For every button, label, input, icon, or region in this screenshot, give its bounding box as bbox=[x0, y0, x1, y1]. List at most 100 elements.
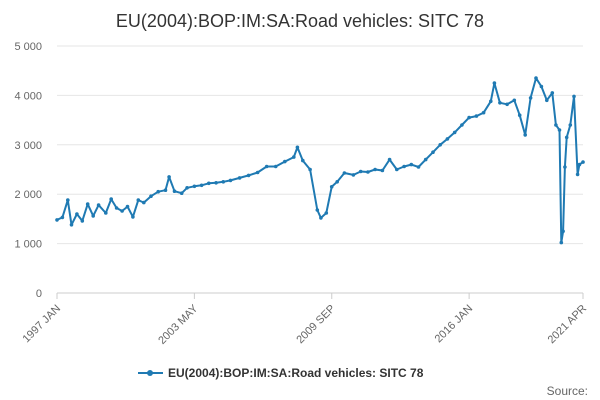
data-point[interactable] bbox=[557, 128, 562, 132]
data-point[interactable] bbox=[131, 215, 135, 219]
data-point[interactable] bbox=[214, 181, 218, 185]
data-point[interactable] bbox=[505, 102, 509, 107]
data-point[interactable] bbox=[156, 189, 160, 194]
data-point[interactable] bbox=[75, 212, 79, 216]
data-point[interactable] bbox=[273, 164, 278, 169]
data-point[interactable] bbox=[563, 165, 567, 169]
y-tick-label: 1 000 bbox=[14, 239, 42, 251]
data-point[interactable] bbox=[136, 198, 141, 202]
data-point[interactable] bbox=[387, 157, 392, 162]
data-point[interactable] bbox=[237, 176, 242, 180]
data-point[interactable] bbox=[409, 162, 414, 167]
data-point[interactable] bbox=[207, 181, 211, 186]
data-point[interactable] bbox=[575, 172, 580, 177]
data-point[interactable] bbox=[545, 98, 549, 103]
data-point[interactable] bbox=[554, 123, 558, 127]
legend[interactable]: EU(2004):BOP:IM:SA:Road vehicles: SITC 7… bbox=[138, 366, 424, 380]
data-point[interactable] bbox=[301, 158, 305, 163]
data-point[interactable] bbox=[319, 216, 323, 220]
data-point[interactable] bbox=[221, 180, 226, 184]
data-point[interactable] bbox=[445, 137, 450, 141]
data-point[interactable] bbox=[577, 162, 582, 167]
data-point[interactable] bbox=[315, 208, 320, 212]
x-tick-label: 2009 SEP bbox=[294, 303, 338, 347]
data-point[interactable] bbox=[452, 130, 457, 135]
data-point[interactable] bbox=[467, 115, 471, 120]
data-point[interactable] bbox=[550, 91, 555, 95]
data-point[interactable] bbox=[228, 178, 233, 183]
data-point[interactable] bbox=[104, 211, 108, 215]
data-point[interactable] bbox=[559, 240, 564, 245]
x-tick-label: 2016 JAN bbox=[433, 303, 476, 346]
data-point[interactable] bbox=[528, 96, 533, 100]
data-point[interactable] bbox=[246, 173, 251, 178]
data-point[interactable] bbox=[423, 157, 428, 162]
data-point[interactable] bbox=[142, 200, 146, 205]
data-point[interactable] bbox=[69, 223, 74, 227]
data-point[interactable] bbox=[335, 180, 340, 184]
data-point[interactable] bbox=[85, 202, 90, 206]
data-point[interactable] bbox=[351, 173, 356, 177]
data-point[interactable] bbox=[534, 76, 538, 80]
data-point[interactable] bbox=[342, 171, 347, 175]
data-point[interactable] bbox=[167, 175, 171, 179]
data-point[interactable] bbox=[283, 159, 287, 164]
data-point[interactable] bbox=[539, 84, 544, 89]
source-label[interactable]: Source: bbox=[547, 384, 588, 398]
data-point[interactable] bbox=[96, 203, 101, 207]
data-point[interactable] bbox=[564, 135, 569, 140]
data-point[interactable] bbox=[373, 167, 377, 172]
data-point[interactable] bbox=[523, 133, 527, 137]
chart-title: EU(2004):BOP:IM:SA:Road vehicles: SITC 7… bbox=[116, 11, 484, 31]
data-point[interactable] bbox=[66, 198, 70, 202]
legend-marker bbox=[147, 370, 153, 376]
data-point[interactable] bbox=[358, 169, 363, 174]
data-point[interactable] bbox=[91, 214, 95, 218]
data-point[interactable] bbox=[481, 110, 486, 115]
data-point[interactable] bbox=[192, 184, 197, 189]
data-point[interactable] bbox=[308, 167, 312, 172]
data-point[interactable] bbox=[120, 209, 124, 213]
data-point[interactable] bbox=[380, 168, 385, 173]
data-point[interactable] bbox=[460, 123, 464, 127]
data-point[interactable] bbox=[561, 229, 565, 234]
data-point[interactable] bbox=[568, 123, 573, 127]
data-point[interactable] bbox=[512, 98, 517, 103]
data-point[interactable] bbox=[492, 81, 497, 85]
data-point[interactable] bbox=[572, 94, 576, 99]
data-point[interactable] bbox=[329, 185, 334, 189]
data-point[interactable] bbox=[581, 160, 585, 164]
data-point[interactable] bbox=[498, 101, 502, 105]
data-point[interactable] bbox=[255, 170, 260, 175]
data-point[interactable] bbox=[264, 164, 269, 169]
data-point[interactable] bbox=[431, 150, 435, 154]
data-point[interactable] bbox=[172, 189, 177, 193]
data-point[interactable] bbox=[292, 155, 296, 159]
data-point[interactable] bbox=[438, 143, 443, 147]
data-point[interactable] bbox=[489, 99, 493, 104]
data-point[interactable] bbox=[109, 197, 113, 201]
data-point[interactable] bbox=[517, 113, 522, 117]
data-point[interactable] bbox=[402, 164, 406, 169]
data-point[interactable] bbox=[185, 186, 189, 190]
legend-label: EU(2004):BOP:IM:SA:Road vehicles: SITC 7… bbox=[168, 366, 424, 380]
data-point[interactable] bbox=[416, 165, 421, 169]
data-point[interactable] bbox=[324, 211, 329, 215]
data-point[interactable] bbox=[149, 194, 153, 198]
x-axis: 1997 JAN 2003 MAY 2009 SEP 2016 JAN 2021 APR bbox=[20, 292, 590, 347]
x-tick-label: 2021 APR bbox=[546, 303, 590, 347]
data-point[interactable] bbox=[60, 215, 65, 220]
data-point[interactable] bbox=[114, 206, 119, 210]
data-point[interactable] bbox=[80, 219, 85, 223]
data-point[interactable] bbox=[199, 183, 204, 188]
data-point[interactable] bbox=[125, 204, 130, 209]
data-point[interactable] bbox=[395, 167, 399, 172]
data-point[interactable] bbox=[179, 191, 184, 195]
data-point[interactable] bbox=[474, 114, 479, 118]
data-point[interactable] bbox=[366, 170, 370, 174]
data-point[interactable] bbox=[55, 218, 59, 222]
data-point[interactable] bbox=[163, 188, 168, 192]
y-tick-label: 2 000 bbox=[14, 189, 42, 201]
data-point[interactable] bbox=[295, 145, 300, 150]
